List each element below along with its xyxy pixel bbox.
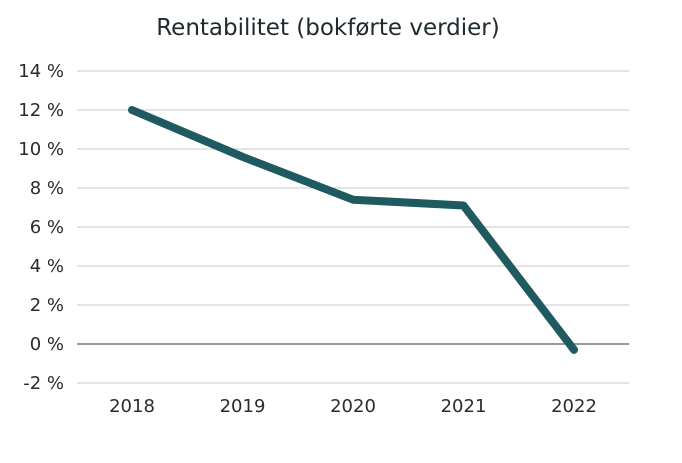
data-point: [570, 346, 578, 354]
y-tick-label: 14 %: [18, 61, 64, 82]
x-axis-tick-labels: 2018 2019 2020 2021 2022: [109, 396, 597, 417]
y-tick-label: 10 %: [18, 139, 64, 160]
y-tick-label: 0 %: [30, 334, 64, 355]
chart-title: Rentabilitet (bokførte verdier): [156, 15, 500, 41]
x-tick-label: 2021: [441, 396, 487, 417]
y-tick-label: 6 %: [30, 217, 64, 238]
gridlines: [77, 70, 629, 384]
data-point: [239, 153, 247, 161]
data-point: [460, 202, 468, 210]
y-tick-label: 2 %: [30, 295, 64, 316]
y-axis-tick-labels: -2 % 0 % 2 % 4 % 6 % 8 % 10 % 12 % 14 %: [18, 61, 64, 394]
x-tick-label: 2018: [109, 396, 155, 417]
x-tick-label: 2022: [551, 396, 597, 417]
x-tick-label: 2019: [220, 396, 266, 417]
y-tick-label: 8 %: [30, 178, 64, 199]
y-tick-label: 4 %: [30, 256, 64, 277]
y-tick-label: -2 %: [23, 373, 64, 394]
x-tick-label: 2020: [330, 396, 376, 417]
series-layer: [128, 106, 578, 354]
data-point: [128, 106, 136, 114]
data-point: [349, 196, 357, 204]
y-tick-label: 12 %: [18, 100, 64, 121]
series-line-0: [128, 106, 578, 354]
